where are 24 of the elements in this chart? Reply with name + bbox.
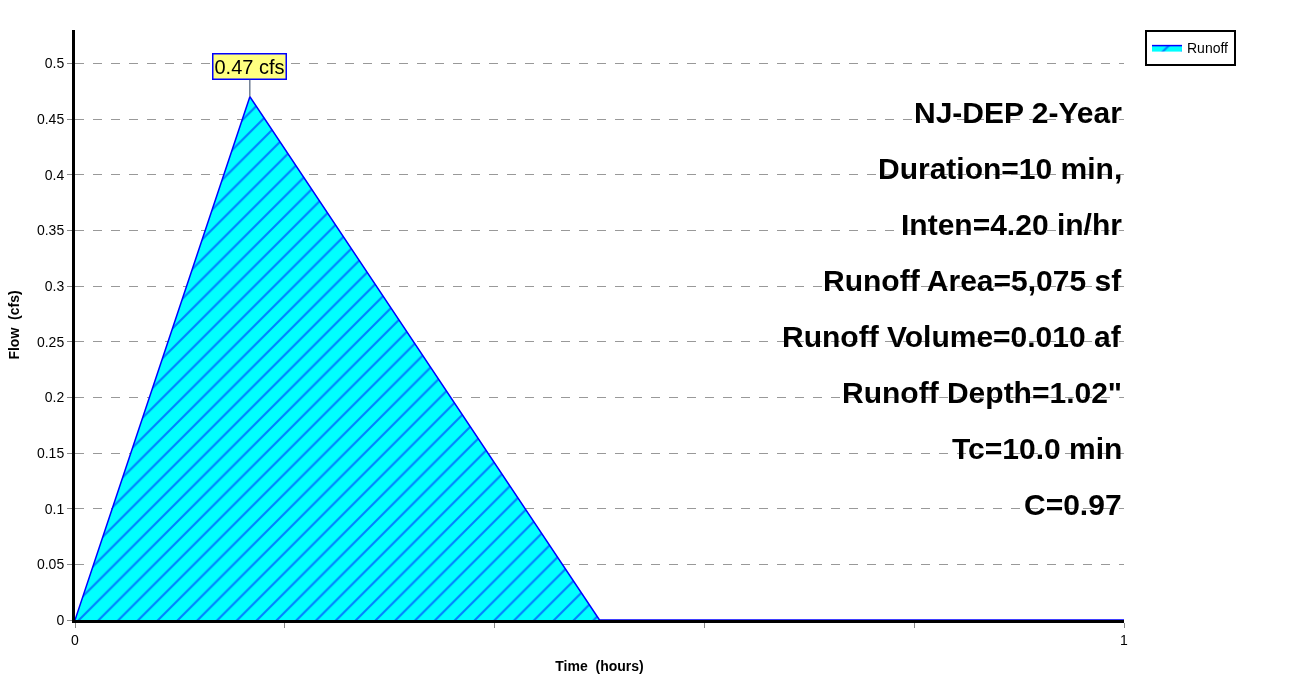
x-tick-label: 1	[1120, 631, 1129, 648]
y-tick-label: 0.25	[36, 333, 65, 350]
y-tick-label: 0.35	[36, 222, 65, 239]
annotation: Duration=10 min,	[878, 152, 1123, 185]
y-tick-label: 0.3	[44, 277, 65, 294]
annotation: 0.47 cfs	[214, 55, 285, 78]
x-axis-title: Time (hours)	[555, 658, 644, 675]
annotation: Runoff Volume=0.010 af	[782, 320, 1122, 353]
annotation: Inten=4.20 in/hr	[901, 208, 1123, 241]
y-tick-label: 0.15	[36, 444, 65, 461]
y-tick-label: 0.2	[44, 389, 65, 406]
y-tick-label: 0	[56, 611, 65, 628]
annotation: Runoff Depth=1.02"	[842, 376, 1123, 409]
legend-label: Runoff	[1186, 40, 1229, 57]
y-tick-label: 0.5	[44, 55, 65, 72]
y-tick-label: 0.4	[44, 166, 65, 183]
annotation: NJ-DEP 2-Year	[914, 96, 1123, 129]
annotation: Tc=10.0 min	[952, 432, 1123, 465]
annotation: Runoff Area=5,075 sf	[823, 264, 1123, 297]
annotation: C=0.97	[1024, 488, 1122, 521]
y-tick-label: 0.1	[44, 500, 65, 517]
y-axis-title: Flow (cfs)	[5, 290, 22, 360]
y-tick-label: 0.05	[36, 556, 65, 573]
y-tick-label: 0.45	[36, 110, 65, 127]
